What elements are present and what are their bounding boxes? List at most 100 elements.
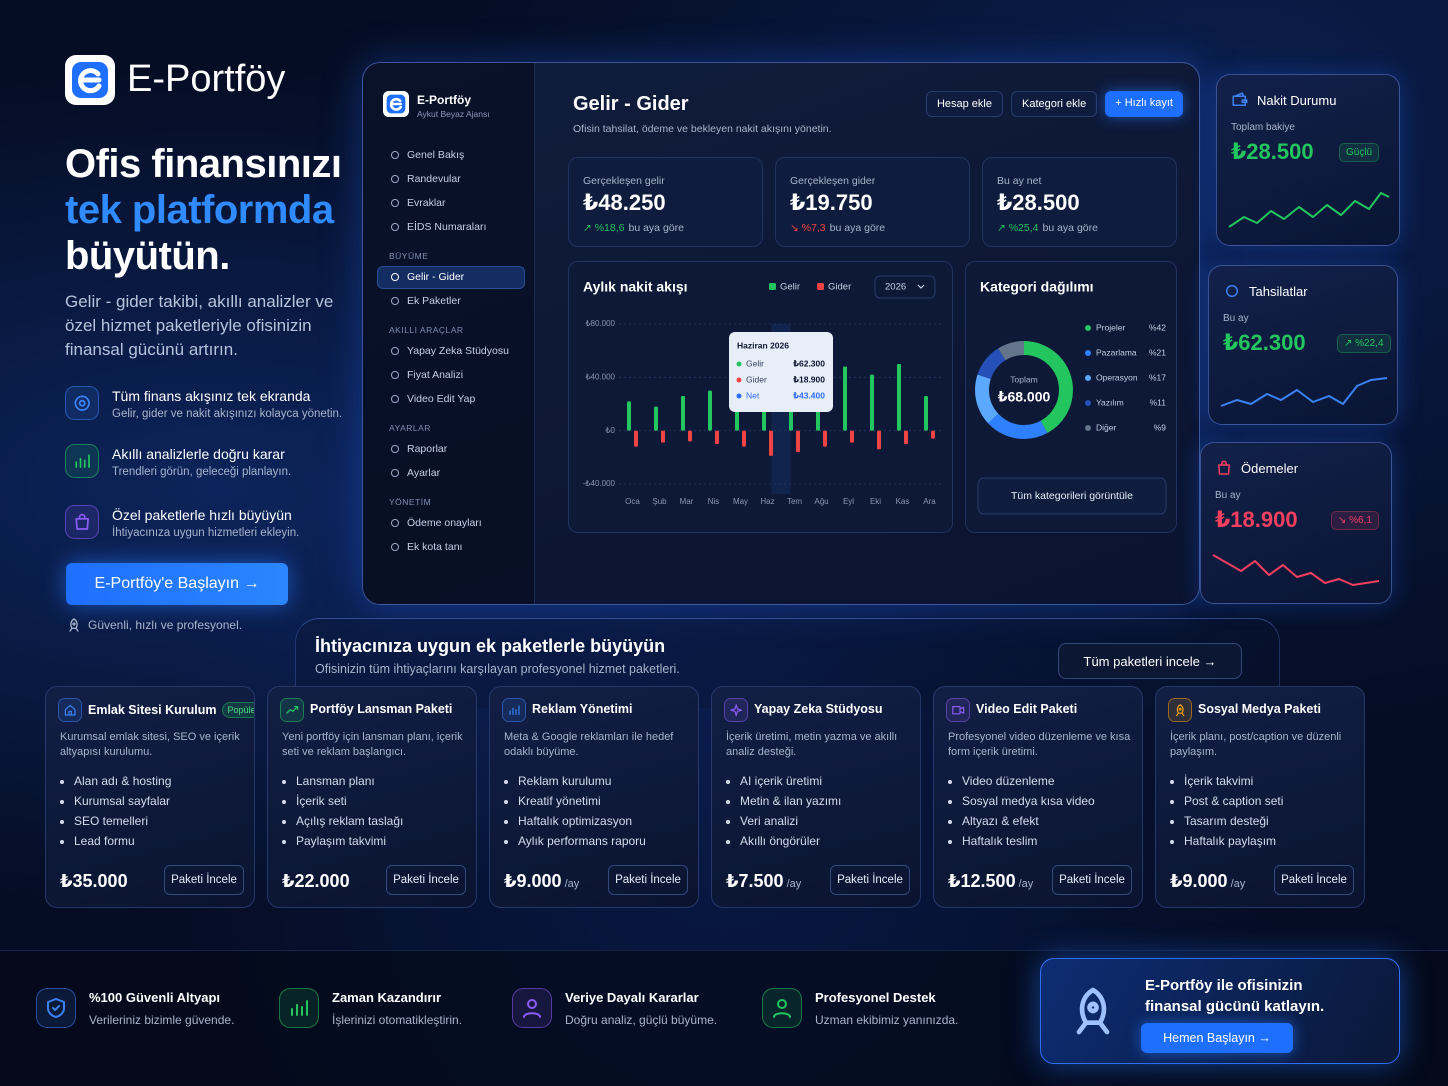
package-title: Video Edit Paketi — [976, 702, 1078, 716]
bottom-feature-text: Verileriniz bizimle güvende. — [89, 1013, 235, 1027]
icon-glyph — [1226, 285, 1238, 297]
nav-item[interactable]: Randevular — [407, 173, 461, 185]
bar — [769, 430, 773, 456]
icon — [389, 541, 401, 553]
period-select — [874, 275, 936, 299]
nav-item[interactable]: Evraklar — [407, 197, 446, 209]
icon-glyph — [64, 704, 76, 716]
nav-item[interactable]: Ayarlar — [407, 467, 441, 479]
nav-item[interactable]: EİDS Numaraları — [407, 221, 487, 233]
package-title-row: Portföy Lansman Paketi — [310, 702, 452, 716]
donut-center-label: Toplam — [1010, 374, 1037, 384]
icon-path — [951, 705, 964, 715]
icon-path — [391, 199, 399, 207]
nav-item[interactable]: Ödeme onayları — [407, 517, 482, 529]
icon-glyph — [391, 519, 399, 527]
icon — [389, 149, 401, 161]
tooltip-title: Haziran 2026 — [737, 340, 789, 350]
icon-path — [285, 705, 298, 714]
package-description: Profesyonel video düzenleme ve kısa form… — [948, 731, 1131, 758]
bar — [904, 430, 908, 444]
nav-item[interactable]: Raporlar — [407, 443, 448, 455]
nav-item[interactable]: Ek kota tanı — [407, 541, 463, 553]
feature-title: Akıllı analizlerle doğru karar — [112, 446, 285, 462]
nav-item[interactable]: Genel Bakış — [407, 149, 465, 161]
side-card-label: Bu ay — [1223, 313, 1249, 324]
icon — [58, 698, 82, 722]
category-card: Kategori dağılımı Projeler %42 Pazarlama %21… — [965, 261, 1177, 533]
icon-glyph — [1232, 92, 1248, 106]
icon-path — [75, 513, 89, 530]
package-description: Kurumsal emlak sitesi, SEO ve içerik alt… — [60, 731, 240, 758]
package-feature: Sosyal medya kısa video — [962, 791, 1095, 811]
tooltip-name: Net — [746, 390, 760, 400]
icon-glyph — [285, 705, 298, 714]
cta-button[interactable]: E-Portföy'e Başlayın → — [66, 563, 288, 605]
bottom-feature-title: Zaman Kazandırır — [332, 990, 442, 1005]
icon-path — [391, 151, 399, 159]
action-button[interactable]: Hesap ekle — [925, 91, 1003, 117]
feature-text: Trendleri görün, geleceği planlayın. — [112, 466, 292, 478]
icon — [65, 505, 99, 539]
nav-item[interactable]: Yapay Zeka Stüdyosu — [407, 345, 509, 357]
icon — [280, 698, 304, 722]
legend-dot — [1085, 425, 1091, 431]
stat-card: Gerçekleşen gider ₺19.750 ↘ %7,3 bu aya gör… — [775, 157, 970, 247]
bottom-feature-title: Profesyonel Destek — [815, 990, 936, 1005]
x-tick-label: Oca — [625, 497, 640, 506]
nav-item[interactable]: Ek Paketler — [407, 295, 461, 307]
legend-label: Pazarlama — [1096, 347, 1137, 357]
legend-dot — [1085, 325, 1091, 331]
bottom-feature-text: İşlerinizi otomatikleştirin. — [332, 1013, 463, 1027]
cashflow-chart: Aylık nakit akışı Gelir Gider 2026 ₺80.000 ₺4… — [583, 275, 943, 506]
brand-name: E-Portföy — [127, 58, 286, 100]
headline-line: tek platformda — [65, 188, 334, 232]
package-button[interactable]: Paketi İncele — [1274, 865, 1354, 895]
package-button[interactable]: Paketi İncele — [608, 865, 688, 895]
nav-active — [377, 266, 525, 289]
stat-change-row: ↗ %25,4 bu aya göre — [997, 222, 1098, 234]
bar — [897, 364, 901, 431]
bar — [823, 430, 827, 447]
package-button[interactable]: Paketi İncele — [386, 865, 466, 895]
stat-label: Bu ay net — [997, 175, 1042, 187]
icon-path — [391, 445, 399, 453]
x-tick-label: Şub — [652, 497, 667, 506]
stat-card: Bu ay net ₺28.500 ↗ %25,4 bu aya göre — [982, 157, 1177, 247]
package-feature: Reklam kurulumu — [518, 771, 646, 791]
package-title: Emlak Sitesi Kurulum — [88, 703, 217, 717]
cta-button[interactable]: Hemen Başlayın → — [1141, 1023, 1293, 1053]
action-button[interactable]: Kategori ekle — [1011, 91, 1098, 117]
icon-path — [64, 704, 76, 716]
icon-glyph — [391, 297, 399, 305]
icon — [65, 386, 99, 420]
nav-item[interactable]: Video Edit Yap — [407, 393, 476, 405]
value-label: %11 — [1150, 397, 1167, 407]
legend-dot — [1085, 350, 1091, 356]
package-price: ₺9.000 — [1170, 871, 1228, 891]
sparkline — [1228, 192, 1390, 228]
package-button[interactable]: Paketi İncele — [1052, 865, 1132, 895]
side-card-value: ₺18.900 — [1215, 507, 1298, 532]
package-price: ₺7.500 — [726, 871, 784, 891]
package-feature: Haftalık optimizasyon — [518, 811, 646, 831]
icon-path — [391, 347, 399, 355]
package-card: Portföy Lansman Paketi Yeni portföy için … — [267, 686, 477, 908]
package-feature: Tasarım desteği — [1184, 811, 1283, 831]
icon — [36, 988, 76, 1028]
bar — [877, 430, 881, 450]
feature-title: Tüm finans akışınız tek ekranda — [112, 388, 311, 404]
action-button[interactable]: + Hızlı kayıt — [1105, 91, 1183, 117]
package-feature: Aylık performans raporu — [518, 831, 646, 851]
stat-change-row: ↘ %7,3 bu aya göre — [790, 222, 885, 234]
package-button[interactable]: Paketi İncele — [830, 865, 910, 895]
icon — [389, 393, 401, 405]
packages-button[interactable]: Tüm paketleri incele → — [1058, 643, 1242, 679]
package-button[interactable]: Paketi İncele — [164, 865, 244, 895]
price-row: ₺12.500/ay — [948, 871, 1033, 892]
logo-e — [389, 97, 402, 111]
nav-item[interactable]: Fiyat Analizi — [407, 369, 464, 381]
x-tick-label: Haz — [760, 497, 774, 506]
icon-glyph — [69, 618, 79, 632]
nav-item[interactable]: Gelir - Gider — [407, 271, 465, 283]
